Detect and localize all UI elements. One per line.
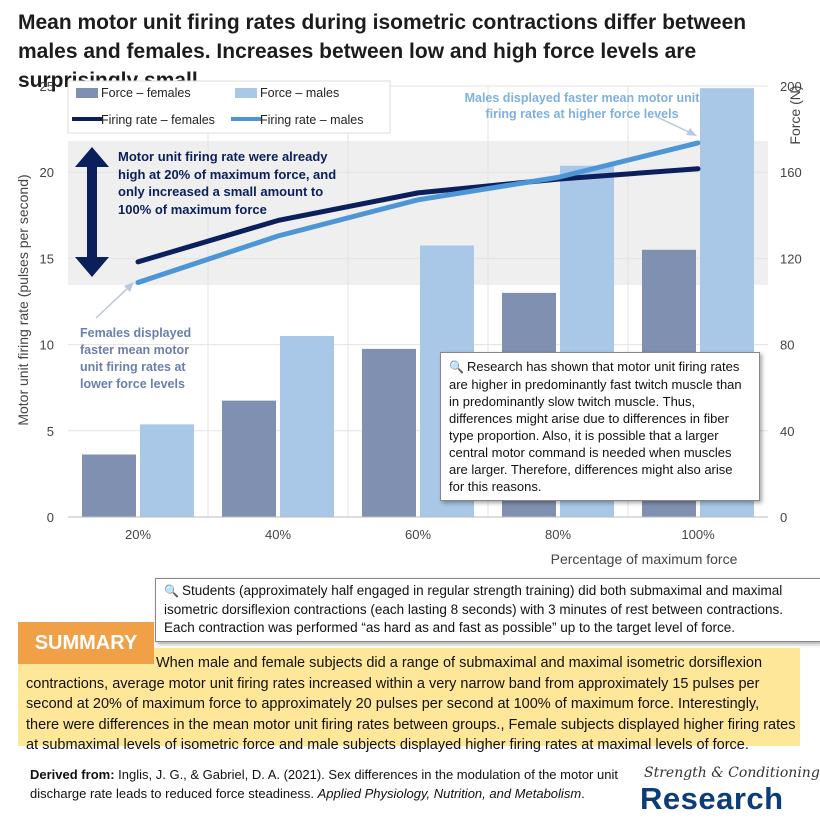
- brand-logo: Research: [640, 781, 784, 816]
- y2-tick-label: 200: [780, 79, 802, 94]
- females-pointer: [95, 284, 132, 319]
- citation: Derived from: Inglis, J. G., & Gabriel, …: [30, 765, 640, 803]
- legend-label-firing-females: Firing rate – females: [101, 113, 215, 127]
- females-annotation: Females displayed faster mean motor unit…: [80, 326, 192, 391]
- legend-swatch-force-females: [76, 88, 98, 98]
- citation-journal: Applied Physiology, Nutrition, and Metab…: [317, 786, 582, 801]
- citation-label: Derived from:: [30, 767, 115, 782]
- y-axis-ticks: 0 5 10 15 20 25: [40, 79, 54, 525]
- summary-label: SUMMARY: [18, 622, 154, 664]
- legend-swatch-force-males: [235, 88, 257, 98]
- bar-force-females: [82, 454, 136, 517]
- bar-force-males: [140, 424, 194, 517]
- students-text: Students (approximately half engaged in …: [164, 583, 784, 635]
- double-arrow-icon: [75, 147, 109, 277]
- y-tick-label: 25: [40, 79, 54, 94]
- page-title: Mean motor unit firing rates during isom…: [18, 11, 747, 92]
- students-callout: 🔍 Students (approximately half engaged in…: [155, 578, 820, 642]
- y2-tick-label: 160: [780, 165, 802, 180]
- y2-tick-label: 40: [780, 424, 794, 439]
- males-pointer: [654, 115, 694, 135]
- y2-axis-label: Force (N): [787, 85, 803, 144]
- arrow-annotation: Motor unit firing rate were already high…: [118, 149, 337, 217]
- bar-force-females: [222, 400, 276, 517]
- line-firing-males: [135, 140, 701, 286]
- research-text: Research has shown that motor unit firin…: [449, 359, 742, 494]
- research-callout: 🔍 Research has shown that motor unit firi…: [440, 352, 760, 501]
- x-tick-label: 20%: [125, 527, 151, 542]
- x-tick-label: 60%: [405, 527, 431, 542]
- lines: [135, 140, 701, 286]
- y-tick-label: 10: [40, 338, 54, 353]
- y2-axis-ticks: 0 40 80 120 160 200: [780, 79, 802, 525]
- magnifier-icon: 🔍: [449, 360, 464, 374]
- legend-label-force-males: Force – males: [260, 86, 339, 100]
- chart: 0 5 10 15 20 25 0 40 80 120 160 200 20% 40% 60% 80% 10…: [15, 79, 803, 567]
- bar-force-males: [280, 335, 334, 517]
- x-tick-label: 80%: [545, 527, 571, 542]
- males-annotation: Males displayed faster mean motor unit f…: [464, 91, 700, 121]
- y-tick-label: 15: [40, 251, 54, 266]
- bar-force-females: [362, 348, 416, 517]
- y-tick-label: 5: [47, 424, 54, 439]
- y-tick-label: 20: [40, 165, 54, 180]
- y2-tick-label: 120: [780, 251, 802, 266]
- x-axis-label: Percentage of maximum force: [551, 551, 738, 567]
- citation-end: .: [581, 786, 585, 801]
- y2-tick-label: 0: [780, 510, 787, 525]
- y2-tick-label: 80: [780, 338, 794, 353]
- legend: Force – females Force – males Firing rat…: [67, 80, 391, 134]
- magnifier-icon: 🔍: [164, 584, 179, 598]
- legend-label-firing-males: Firing rate – males: [260, 113, 364, 127]
- summary-text: When male and female subjects did a rang…: [26, 655, 796, 753]
- line-firing-females: [135, 166, 701, 265]
- y-axis-label: Motor unit firing rate (pulses per secon…: [15, 174, 31, 425]
- brand-tagline: Strength & Conditioning: [644, 765, 820, 781]
- y-tick-label: 0: [47, 510, 54, 525]
- legend-label-force-females: Force – females: [101, 86, 191, 100]
- x-tick-label: 100%: [681, 527, 715, 542]
- summary-box: [18, 648, 800, 746]
- citation-text: Inglis, J. G., & Gabriel, D. A. (2021). …: [30, 767, 618, 801]
- x-axis-ticks: 20% 40% 60% 80% 100%: [125, 527, 715, 542]
- x-tick-label: 40%: [265, 527, 291, 542]
